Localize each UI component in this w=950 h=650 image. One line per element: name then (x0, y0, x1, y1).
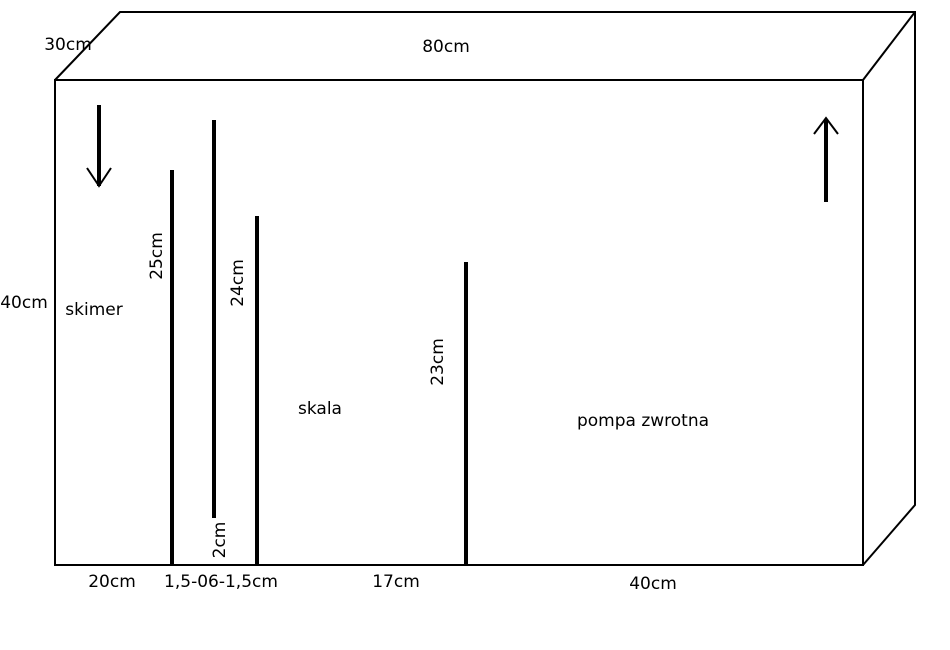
depth-label: 30cm (44, 35, 92, 55)
box-outline (54, 11, 916, 566)
width-label: 80cm (422, 37, 470, 57)
height-label: 40cm (0, 293, 48, 313)
bottom-label: 20cm (88, 572, 136, 592)
chamber-label: skala (298, 399, 342, 419)
bottom-label: 1,5-06-1,5cm (164, 572, 278, 592)
bottom-label: 40cm (629, 574, 677, 594)
bottom-label: 17cm (372, 572, 420, 592)
baffles (170, 120, 468, 565)
chamber-label: pompa zwrotna (577, 411, 709, 431)
wall-label: 25cm (147, 232, 167, 280)
wall-label: 24cm (228, 259, 248, 307)
flow-arrows (86, 105, 839, 202)
wall-label: 23cm (428, 338, 448, 386)
chamber-label: skimer (65, 300, 122, 320)
wall-label: 2cm (210, 522, 230, 559)
